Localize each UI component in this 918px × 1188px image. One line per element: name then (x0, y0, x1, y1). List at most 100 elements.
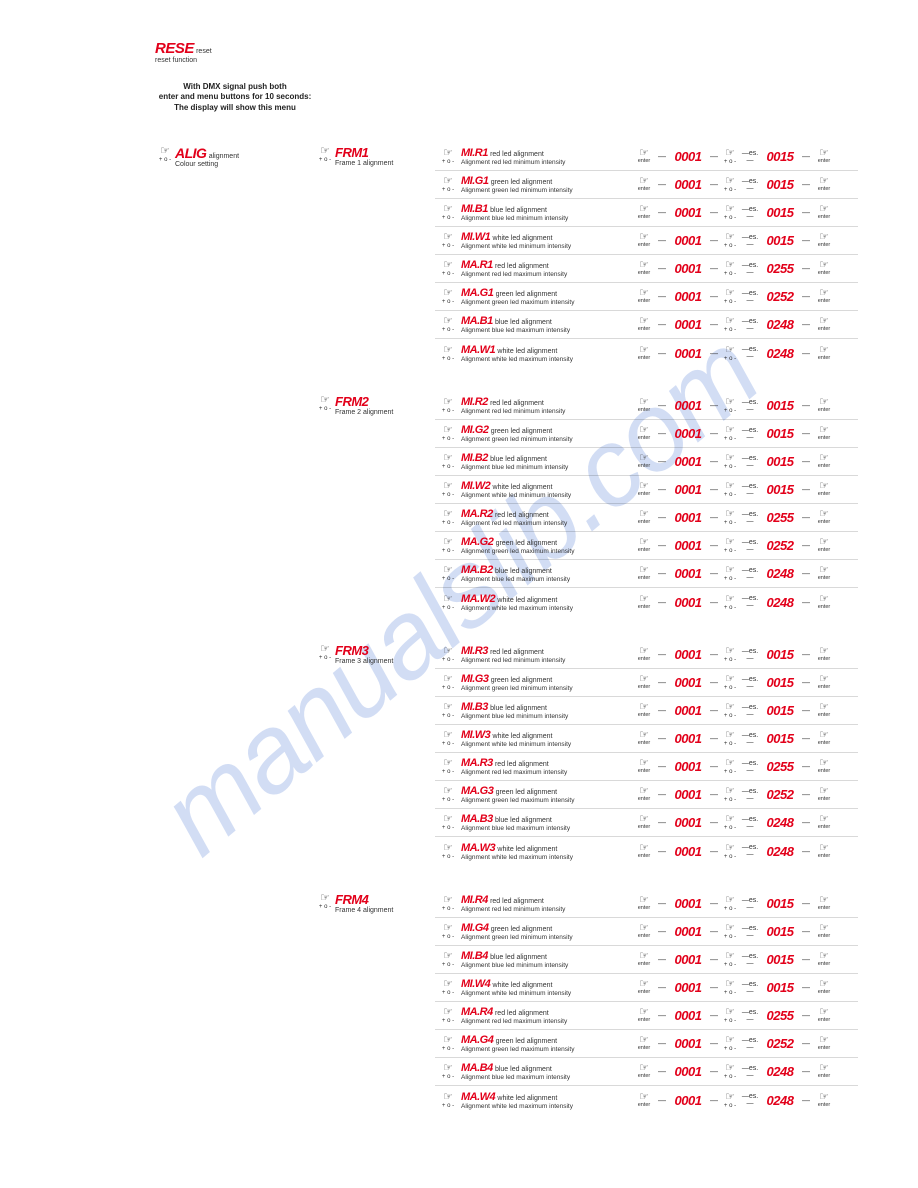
param-code: MI.W3 (461, 729, 490, 741)
dash-icon: — (657, 1067, 667, 1076)
nav-icon: ☞+ o - (435, 951, 461, 968)
param-row: ☞+ o -MI.R2 red led alignmentAlignment r… (435, 392, 858, 420)
dash-icon: — (657, 1011, 667, 1020)
param-row: ☞+ o -MA.G3 green led alignmentAlignment… (435, 781, 858, 809)
value-end: 0015 (759, 952, 801, 967)
param-label: MA.G4 green led alignmentAlignment green… (461, 1034, 631, 1053)
es-label: —es.— (741, 234, 759, 248)
dash-icon: — (657, 292, 667, 301)
value-end: 0255 (759, 261, 801, 276)
nav-icon: + o - (719, 1035, 741, 1052)
param-sub: Alignment red led minimum intensity (461, 657, 631, 664)
value-start: 0001 (667, 815, 709, 830)
nav-icon: ☞+ o - (315, 143, 335, 163)
note-line-2: enter and menu buttons for 10 seconds: (105, 92, 365, 102)
param-row: ☞+ o -MI.W4 white led alignmentAlignment… (435, 974, 858, 1002)
dash-icon: — (657, 236, 667, 245)
param-label: MI.B2 blue led alignmentAlignment blue l… (461, 452, 631, 471)
param-desc: blue led alignment (495, 319, 552, 326)
param-row: ☞+ o -MA.R2 red led alignmentAlignment r… (435, 504, 858, 532)
dash-icon: — (709, 734, 719, 743)
nav-icon: ☞+ o - (435, 786, 461, 803)
param-desc: white led alignment (493, 733, 553, 740)
frame-sub: Frame 1 alignment (335, 160, 435, 167)
dash-icon: — (657, 734, 667, 743)
param-sub: Alignment red led maximum intensity (461, 520, 631, 527)
enter-icon: enter (631, 1007, 657, 1024)
value-end: 0015 (759, 454, 801, 469)
menu-tree: ☞+ o - ALIG alignment Colour setting ☞+ … (155, 143, 858, 1139)
value-start: 0001 (667, 952, 709, 967)
nav-icon: + o - (719, 786, 741, 803)
dash-icon: — (801, 598, 811, 607)
value-end: 0248 (759, 317, 801, 332)
param-code: MA.B4 (461, 1062, 493, 1074)
value-end: 0015 (759, 398, 801, 413)
dash-icon: — (801, 457, 811, 466)
value-start: 0001 (667, 317, 709, 332)
dash-icon: — (657, 485, 667, 494)
nav-icon: ☞+ o - (435, 204, 461, 221)
param-row: ☞+ o -MA.G1 green led alignmentAlignment… (435, 283, 858, 311)
nav-icon: ☞+ o - (435, 923, 461, 940)
enter-icon: enter (811, 397, 837, 414)
enter-icon: enter (631, 260, 657, 277)
es-label: —es.— (741, 290, 759, 304)
nav-icon: + o - (719, 979, 741, 996)
value-end: 0015 (759, 426, 801, 441)
dash-icon: — (657, 983, 667, 992)
es-label: —es.— (741, 704, 759, 718)
value-start: 0001 (667, 482, 709, 497)
nav-icon: ☞+ o - (435, 316, 461, 333)
dash-icon: — (657, 790, 667, 799)
dash-icon: — (657, 429, 667, 438)
param-sub: Alignment red led maximum intensity (461, 271, 631, 278)
value-start: 0001 (667, 538, 709, 553)
dash-icon: — (709, 899, 719, 908)
nav-icon: + o - (719, 951, 741, 968)
param-desc: red led alignment (495, 263, 549, 270)
dash-icon: — (801, 180, 811, 189)
value-start: 0001 (667, 233, 709, 248)
value-end: 0248 (759, 1093, 801, 1108)
enter-icon: enter (811, 843, 837, 860)
enter-icon: enter (811, 1092, 837, 1109)
param-row: ☞+ o -MA.W2 white led alignmentAlignment… (435, 588, 858, 616)
param-sub: Alignment blue led minimum intensity (461, 962, 631, 969)
param-row: ☞+ o -MA.G2 green led alignmentAlignment… (435, 532, 858, 560)
es-label: —es.— (741, 844, 759, 858)
param-sub: Alignment blue led maximum intensity (461, 576, 631, 583)
dash-icon: — (657, 955, 667, 964)
dash-icon: — (709, 927, 719, 936)
nav-icon: ☞+ o - (435, 979, 461, 996)
param-label: MA.G2 green led alignmentAlignment green… (461, 536, 631, 555)
frame-block: ☞+ o -FRM2Frame 2 alignment☞+ o -MI.R2 r… (315, 392, 858, 616)
dash-icon: — (657, 320, 667, 329)
nav-icon: + o - (719, 537, 741, 554)
nav-icon: + o - (719, 1092, 741, 1109)
nav-icon: + o - (719, 565, 741, 582)
dash-icon: — (801, 541, 811, 550)
dash-icon: — (657, 899, 667, 908)
dash-icon: — (709, 180, 719, 189)
param-code: MA.R2 (461, 508, 493, 520)
value-end: 0015 (759, 980, 801, 995)
param-sub: Alignment white led minimum intensity (461, 243, 631, 250)
param-label: MA.G1 green led alignmentAlignment green… (461, 287, 631, 306)
enter-icon: enter (631, 481, 657, 498)
param-desc: red led alignment (495, 1010, 549, 1017)
value-start: 0001 (667, 1036, 709, 1051)
value-end: 0248 (759, 566, 801, 581)
enter-icon: enter (811, 895, 837, 912)
enter-icon: enter (631, 843, 657, 860)
value-end: 0015 (759, 731, 801, 746)
param-code: MI.W2 (461, 480, 490, 492)
enter-icon: enter (631, 758, 657, 775)
param-row: ☞+ o -MI.G3 green led alignmentAlignment… (435, 669, 858, 697)
param-row: ☞+ o -MA.B3 blue led alignmentAlignment … (435, 809, 858, 837)
value-start: 0001 (667, 346, 709, 361)
param-label: MI.R3 red led alignmentAlignment red led… (461, 645, 631, 664)
dash-icon: — (709, 485, 719, 494)
dash-icon: — (709, 1039, 719, 1048)
enter-icon: enter (811, 594, 837, 611)
